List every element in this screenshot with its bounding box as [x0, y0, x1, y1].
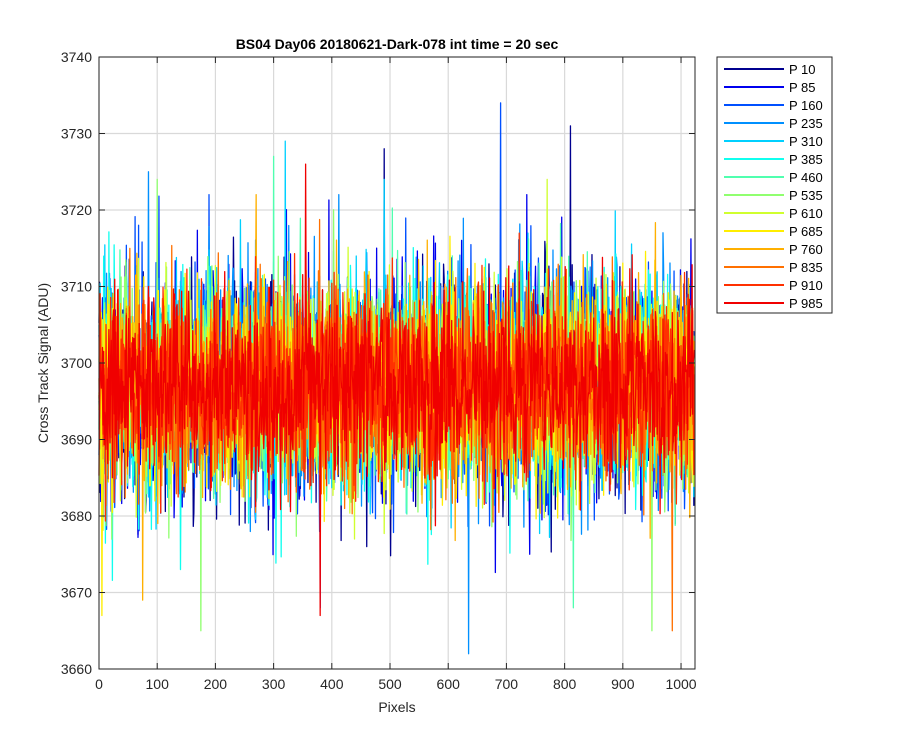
y-tick-label: 3710	[61, 279, 92, 295]
legend-label: P 85	[789, 80, 816, 95]
x-tick-label: 800	[553, 676, 577, 692]
x-tick-label: 400	[320, 676, 344, 692]
x-tick-label: 300	[262, 676, 286, 692]
x-tick-label: 100	[146, 676, 170, 692]
y-tick-label: 3680	[61, 508, 92, 524]
series-lines	[98, 102, 696, 655]
x-tick-label: 1000	[665, 676, 696, 692]
y-axis-label: Cross Track Signal (ADU)	[35, 283, 51, 443]
legend-label: P 310	[789, 134, 823, 149]
legend-label: P 160	[789, 98, 823, 113]
legend-label: P 760	[789, 242, 823, 257]
y-tick-label: 3720	[61, 202, 92, 218]
legend-label: P 10	[789, 62, 816, 77]
x-tick-label: 600	[437, 676, 461, 692]
legend-label: P 985	[789, 296, 823, 311]
x-tick-label: 500	[378, 676, 402, 692]
legend-label: P 835	[789, 260, 823, 275]
legend-label: P 385	[789, 152, 823, 167]
legend-label: P 235	[789, 116, 823, 131]
legend-entries: P 10 P 85 P 160 P 235 P 310 P 385 P 460 P 535 P …	[724, 62, 823, 311]
x-tick-label: 900	[611, 676, 635, 692]
x-tick-label: 0	[95, 676, 103, 692]
y-tick-label: 3730	[61, 126, 92, 142]
y-tick-label: 3690	[61, 432, 92, 448]
series-line	[98, 163, 696, 617]
y-tick-label: 3740	[61, 49, 92, 65]
legend-label: P 910	[789, 278, 823, 293]
axis-ticks: 0 100 200 300 400 500 600 700 800 900 1000 3660 3670…	[61, 49, 697, 692]
legend-label: P 685	[789, 224, 823, 239]
x-tick-label: 200	[204, 676, 228, 692]
chart-title: BS04 Day06 20180621-Dark-078 int time = …	[236, 36, 559, 52]
legend: P 10 P 85 P 160 P 235 P 310 P 385 P 460 P 535 P …	[716, 56, 833, 314]
x-axis-label: Pixels	[378, 699, 415, 715]
legend-label: P 460	[789, 170, 823, 185]
legend-box	[716, 56, 833, 314]
legend-label: P 535	[789, 188, 823, 203]
y-tick-label: 3660	[61, 661, 92, 677]
y-tick-label: 3700	[61, 355, 92, 371]
y-tick-label: 3670	[61, 585, 92, 601]
x-tick-label: 700	[495, 676, 519, 692]
legend-label: P 610	[789, 206, 823, 221]
